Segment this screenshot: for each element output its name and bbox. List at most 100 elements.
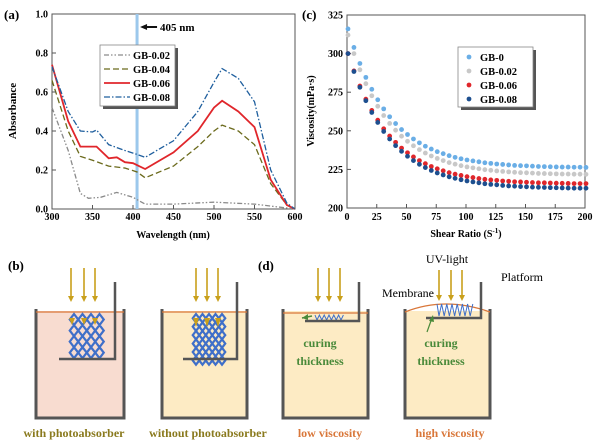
data-point-GB-0 [547, 164, 553, 170]
data-point-GB-0.06 [583, 181, 589, 187]
data-point-GB-0.02 [553, 171, 559, 177]
vat [281, 309, 370, 420]
data-point-GB-0.02 [464, 164, 470, 170]
data-point-GB-0.02 [541, 171, 547, 176]
absorbed-light-icon [81, 318, 87, 325]
data-point-GB-0.02 [452, 161, 458, 167]
data-point-GB-0.02 [518, 170, 523, 176]
data-point-GB-0.08 [506, 183, 512, 189]
data-point-GB-0 [583, 164, 589, 170]
arrow-head-icon [204, 296, 210, 302]
x-tick-label: 500 [207, 212, 222, 223]
data-point-GB-0.08 [422, 165, 428, 170]
arrow-icon [302, 314, 308, 320]
y-tick-label: 1.0 [36, 10, 49, 21]
legend-label: GB-0 [480, 53, 504, 64]
data-point-GB-0.06 [417, 158, 422, 163]
panel-label-a: (a) [4, 7, 19, 22]
uv-light-label: UV-light [426, 252, 469, 266]
data-point-GB-0.02 [369, 93, 375, 99]
data-point-GB-0 [363, 74, 369, 80]
data-point-GB-0 [405, 132, 410, 137]
data-point-GB-0.02 [565, 171, 571, 177]
data-point-GB-0.06 [536, 180, 541, 186]
data-point-GB-0.06 [559, 180, 565, 186]
data-point-GB-0.06 [506, 178, 512, 184]
arrow-head-icon [81, 296, 87, 302]
data-point-GB-0.02 [559, 171, 565, 177]
vat [34, 309, 126, 420]
legend-label: GB-0.04 [133, 65, 171, 76]
absorbed-light-icon [92, 318, 98, 325]
x-tick-label: 400 [126, 212, 141, 223]
x-tick-label: 350 [85, 212, 100, 223]
data-point-GB-0.02 [488, 167, 494, 173]
absorbed-light-icon [69, 318, 75, 325]
caption-without-photoabsorber: without photoabsorber [149, 426, 267, 440]
legend-marker [466, 96, 472, 102]
data-point-GB-0.06 [452, 171, 458, 177]
x-tick-label: 150 [518, 212, 533, 223]
resin [405, 311, 490, 418]
data-point-GB-0.08 [512, 183, 517, 189]
legend-label: GB-0.02 [480, 67, 517, 78]
data-point-GB-0.06 [565, 181, 571, 186]
build-platform [59, 282, 117, 361]
data-point-GB-0.08 [536, 184, 541, 190]
data-point-GB-0.06 [434, 166, 440, 172]
y-tick-label: 200 [328, 204, 343, 215]
data-point-GB-0.08 [559, 185, 565, 191]
arrow-icon [140, 24, 158, 30]
vat [403, 309, 492, 420]
data-point-GB-0.08 [345, 51, 351, 56]
panel-label-d: (d) [258, 258, 274, 273]
vat [160, 309, 249, 420]
data-point-GB-0 [553, 164, 559, 170]
data-point-GB-0.06 [500, 178, 506, 184]
membrane-label: Membrane [382, 286, 434, 300]
annotation-405nm: 405 nm [160, 22, 195, 34]
x-tick-label: 75 [431, 212, 441, 223]
data-point-GB-0.06 [512, 179, 517, 185]
data-point-GB-0.08 [417, 161, 422, 167]
data-point-GB-0.06 [428, 164, 434, 169]
data-point-GB-0.08 [553, 185, 559, 191]
data-point-GB-0.02 [458, 163, 464, 169]
data-point-GB-0 [476, 159, 482, 165]
x-tick-label: 200 [578, 212, 593, 223]
data-point-GB-0 [506, 162, 512, 168]
data-point-GB-0.02 [405, 138, 410, 144]
data-point-GB-0.02 [434, 156, 440, 161]
data-point-GB-0.08 [577, 185, 583, 191]
data-point-GB-0.02 [512, 169, 517, 175]
data-point-GB-0.06 [458, 173, 464, 178]
y-tick-label: 275 [328, 88, 343, 99]
data-point-GB-0.02 [530, 170, 535, 176]
data-point-GB-0.08 [565, 185, 571, 191]
data-point-GB-0.06 [553, 180, 559, 186]
data-point-GB-0.06 [577, 181, 583, 187]
data-point-GB-0 [577, 164, 583, 170]
data-point-GB-0.08 [428, 168, 434, 173]
arrow-head-icon [193, 296, 199, 302]
series-line-GB-0.04 [51, 80, 296, 210]
data-point-GB-0.08 [482, 181, 488, 187]
panel-label-c: (c) [302, 7, 316, 22]
y-tick-label: 0.2 [36, 166, 49, 177]
data-point-GB-0.02 [357, 67, 363, 73]
data-point-GB-0.08 [405, 153, 410, 159]
data-point-GB-0.06 [411, 154, 416, 160]
data-point-GB-0 [399, 127, 404, 132]
arrow-head-icon [436, 295, 442, 301]
data-point-GB-0.08 [488, 181, 494, 187]
data-point-GB-0.08 [476, 180, 482, 186]
arrow-head-icon [459, 295, 465, 301]
build-platform [426, 282, 483, 320]
data-point-GB-0.08 [571, 185, 577, 191]
y-tick-label: 0.4 [36, 127, 49, 138]
data-point-GB-0 [375, 97, 381, 103]
y-tick-label: 0.8 [36, 49, 49, 60]
legend: GB-0.02 GB-0.04 GB-0.06 GB-0.08 [99, 44, 178, 109]
